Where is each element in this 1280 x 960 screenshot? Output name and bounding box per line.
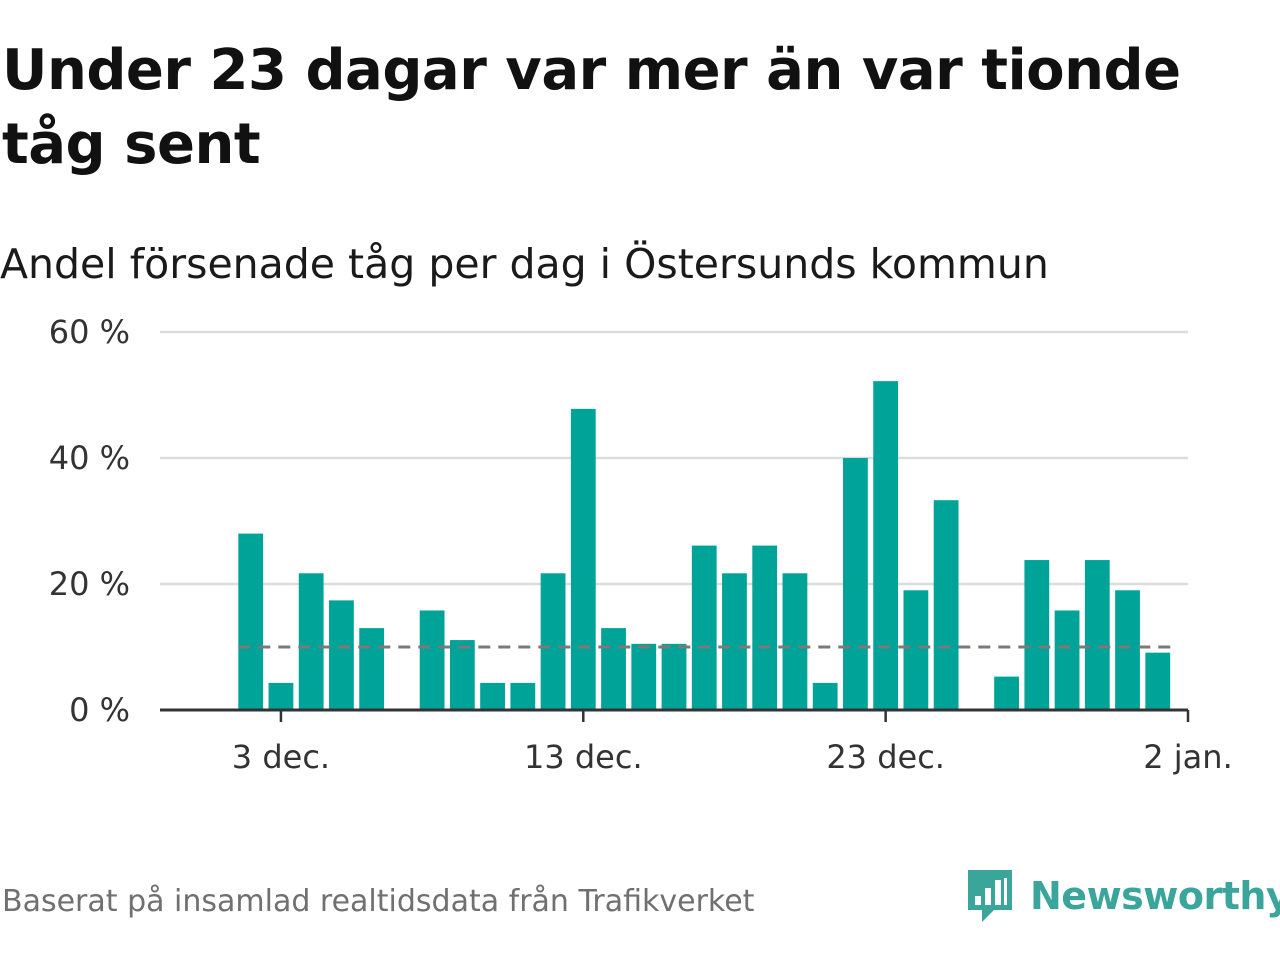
bar [812,682,838,710]
bar [238,533,264,710]
bar [480,682,505,710]
x-axis: 3 dec. 13 dec. 23 dec. 2 jan. [160,708,1233,776]
bar [1115,590,1140,710]
bar [359,628,385,710]
bar [1054,610,1080,710]
y-tick-label: 40 % [49,439,130,477]
bar [873,381,899,710]
bars [238,381,1171,710]
bar [661,643,687,710]
brand-name: Newsworthy [1030,874,1280,918]
bar [419,610,445,710]
y-tick-label: 20 % [49,565,130,603]
x-tick-label: 2 jan. [1143,738,1232,776]
y-tick-label: 0 % [69,691,130,729]
x-tick-label: 13 dec. [524,738,643,776]
x-tick-label: 3 dec. [232,738,330,776]
bar [752,545,778,710]
bar [631,643,657,710]
y-axis-ticks: 0 % 20 % 40 % 60 % [49,313,130,729]
brand-logo[interactable]: Newsworthy [964,864,1280,928]
bar [903,590,929,710]
bar [329,600,354,710]
source-note: Baserat på insamlad realtidsdata från Tr… [2,884,755,919]
bar [722,573,747,710]
bar [933,500,959,710]
y-tick-label: 60 % [49,313,130,351]
bar [601,628,626,710]
bar [268,682,294,710]
bar [843,458,868,710]
bar [510,682,536,710]
bar [449,640,475,710]
bar [570,408,596,710]
chart-title: Under 23 dagar var mer än var tionde tåg… [2,38,1181,177]
bar [298,573,324,710]
bar-chart: 0 % 20 % 40 % 60 % 3 dec. 13 dec. 23 dec. 2 ja… [49,313,1233,776]
grid-lines [160,330,1188,586]
bar [1145,652,1171,710]
chart-subtitle: Andel försenade tåg per dag i Östersunds… [0,240,1049,288]
newsworthy-logo-icon [968,870,1012,922]
bar [782,573,808,710]
x-tick-label: 23 dec. [826,738,945,776]
bar [994,676,1019,710]
bar [540,573,566,710]
bar [1024,560,1050,710]
bar [1084,560,1110,710]
bar [691,545,717,710]
